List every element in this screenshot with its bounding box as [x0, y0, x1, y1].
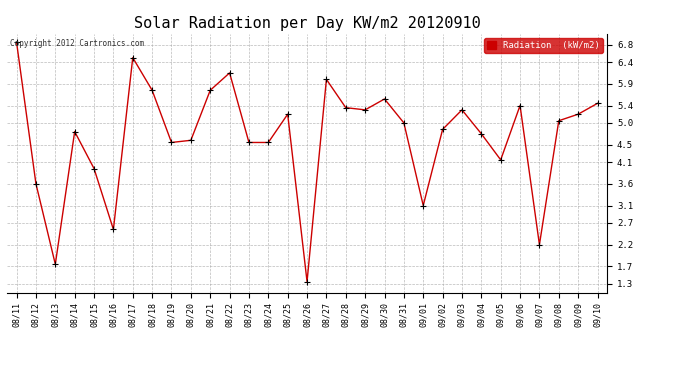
Title: Solar Radiation per Day KW/m2 20120910: Solar Radiation per Day KW/m2 20120910 — [134, 16, 480, 31]
Legend: Radiation  (kW/m2): Radiation (kW/m2) — [484, 38, 602, 53]
Text: Copyright 2012 Cartronics.com: Copyright 2012 Cartronics.com — [10, 39, 144, 48]
